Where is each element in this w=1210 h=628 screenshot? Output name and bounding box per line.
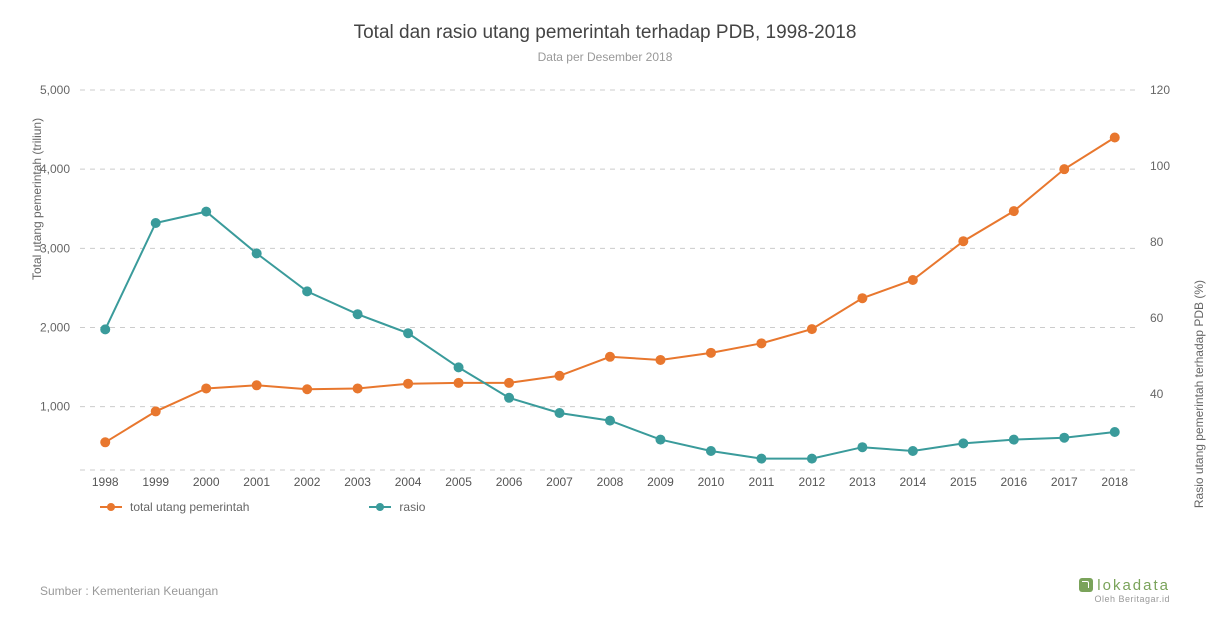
brand-name: lokadata: [1079, 577, 1170, 594]
brand-icon: [1079, 578, 1093, 592]
series-marker: [100, 437, 110, 447]
y-right-tick-label: 120: [1150, 83, 1170, 97]
chart-plot-area: 1,0002,0003,0004,0005,000406080100120: [80, 90, 1140, 470]
y-left-tick-label: 2,000: [40, 321, 70, 335]
series-marker: [454, 362, 464, 372]
brand-block: lokadata Oleh Beritagar.id: [1079, 577, 1170, 604]
series-marker: [403, 379, 413, 389]
series-marker: [756, 454, 766, 464]
chart-subtitle: Data per Desember 2018: [0, 44, 1210, 64]
legend-swatch-line: [369, 506, 391, 508]
series-marker: [958, 236, 968, 246]
x-category-label: 1998: [92, 475, 119, 489]
series-marker: [605, 352, 615, 362]
series-marker: [403, 328, 413, 338]
series-marker: [302, 286, 312, 296]
x-category-label: 2012: [799, 475, 826, 489]
series-marker: [1059, 433, 1069, 443]
x-category-label: 2013: [849, 475, 876, 489]
series-marker: [201, 207, 211, 217]
series-marker: [706, 348, 716, 358]
legend-swatch-dot: [376, 503, 384, 511]
x-category-label: 2004: [395, 475, 422, 489]
series-marker: [454, 378, 464, 388]
source-text: Sumber : Kementerian Keuangan: [40, 584, 218, 598]
series-marker: [1009, 435, 1019, 445]
series-marker: [555, 371, 565, 381]
series-marker: [353, 383, 363, 393]
x-category-label: 2017: [1051, 475, 1078, 489]
y-left-tick-label: 3,000: [40, 241, 70, 255]
series-marker: [201, 383, 211, 393]
series-marker: [302, 384, 312, 394]
x-category-label: 2011: [749, 475, 775, 489]
series-marker: [857, 442, 867, 452]
x-category-label: 2016: [1000, 475, 1027, 489]
x-category-label: 2008: [597, 475, 624, 489]
y-left-tick-label: 1,000: [40, 400, 70, 414]
series-line: [105, 138, 1115, 443]
series-marker: [151, 218, 161, 228]
x-category-label: 2009: [647, 475, 674, 489]
x-category-label: 2010: [698, 475, 725, 489]
chart-title: Total dan rasio utang pemerintah terhada…: [0, 0, 1210, 44]
series-marker: [756, 338, 766, 348]
series-marker: [555, 408, 565, 418]
series-marker: [706, 446, 716, 456]
x-category-label: 2001: [243, 475, 270, 489]
legend-label: rasio: [399, 500, 425, 514]
series-marker: [353, 309, 363, 319]
x-category-label: 2014: [899, 475, 926, 489]
x-axis-categories: 1998 1999 2000 2001 2002 2003 2004 2005 2006 2007…: [80, 475, 1140, 495]
x-category-label: 2005: [445, 475, 472, 489]
chart-legend: total utang pemerintah rasio: [100, 500, 425, 514]
series-marker: [252, 380, 262, 390]
series-marker: [504, 393, 514, 403]
series-marker: [655, 355, 665, 365]
series-marker: [908, 275, 918, 285]
series-marker: [1110, 427, 1120, 437]
legend-label: total utang pemerintah: [130, 500, 249, 514]
y-right-tick-label: 80: [1150, 235, 1164, 249]
x-category-label: 2018: [1101, 475, 1128, 489]
series-marker: [1110, 133, 1120, 143]
chart-svg: 1,0002,0003,0004,0005,000406080100120: [80, 90, 1140, 470]
series-marker: [252, 248, 262, 258]
series-marker: [807, 454, 817, 464]
x-category-label: 1999: [142, 475, 169, 489]
x-category-label: 2007: [546, 475, 573, 489]
series-marker: [655, 435, 665, 445]
legend-swatch-line: [100, 506, 122, 508]
brand-name-text: lokadata: [1097, 577, 1170, 594]
x-category-label: 2000: [193, 475, 220, 489]
series-marker: [151, 406, 161, 416]
x-category-label: 2002: [294, 475, 321, 489]
y-right-tick-label: 40: [1150, 387, 1164, 401]
x-category-label: 2015: [950, 475, 977, 489]
series-marker: [807, 324, 817, 334]
y-right-tick-label: 100: [1150, 159, 1170, 173]
brand-sub: Oleh Beritagar.id: [1079, 594, 1170, 604]
y-left-tick-label: 5,000: [40, 83, 70, 97]
legend-swatch-dot: [107, 503, 115, 511]
legend-item: rasio: [369, 500, 425, 514]
y-axis-left-label: Total utang pemerintah (triliun): [30, 118, 44, 280]
series-marker: [605, 416, 615, 426]
series-marker: [958, 438, 968, 448]
series-marker: [504, 378, 514, 388]
legend-item: total utang pemerintah: [100, 500, 249, 514]
series-marker: [1009, 206, 1019, 216]
y-left-tick-label: 4,000: [40, 162, 70, 176]
y-axis-right-label: Rasio utang pemerintah terhadap PDB (%): [1192, 280, 1206, 508]
series-marker: [857, 293, 867, 303]
series-marker: [1059, 164, 1069, 174]
y-right-tick-label: 60: [1150, 311, 1164, 325]
x-category-label: 2006: [496, 475, 523, 489]
series-marker: [908, 446, 918, 456]
series-marker: [100, 324, 110, 334]
x-category-label: 2003: [344, 475, 371, 489]
